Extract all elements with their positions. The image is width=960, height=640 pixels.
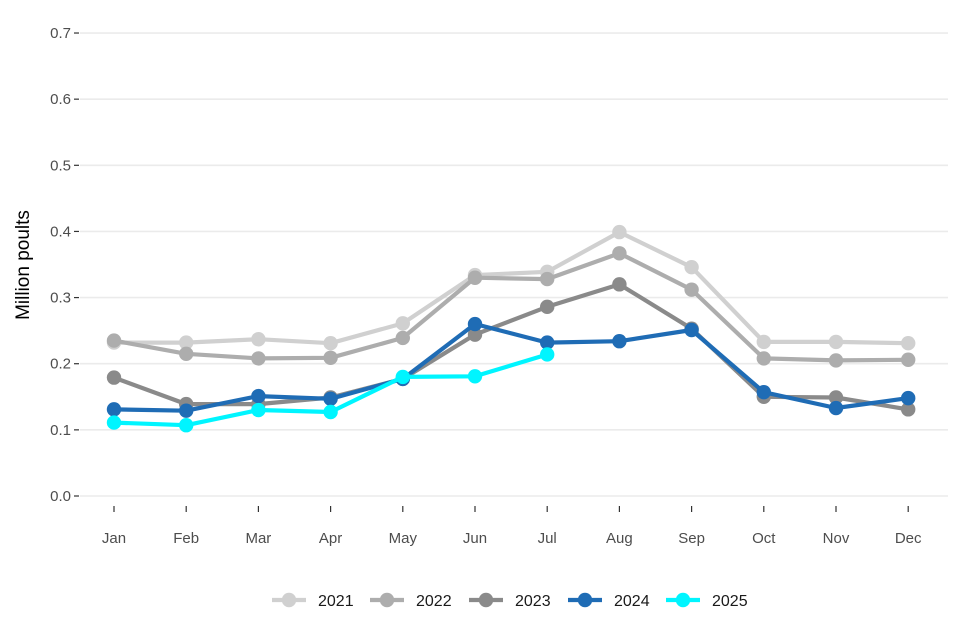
data-point-2022-Oct <box>756 351 771 366</box>
data-point-2025-Jun <box>467 369 483 384</box>
data-point-2022-Mar <box>251 351 266 366</box>
x-tick-label: Apr <box>319 530 342 547</box>
legend-label: 2024 <box>614 593 650 610</box>
legend-item-2022: 2022 <box>370 592 452 610</box>
x-tick-label: Jan <box>102 530 126 547</box>
data-point-2021-Sep <box>684 259 699 275</box>
data-point-2022-Dec <box>901 352 916 367</box>
data-point-2021-Feb <box>179 335 194 350</box>
data-point-2022-Jun <box>467 270 483 285</box>
legend-key-point <box>675 592 691 608</box>
y-axis-title: Million poults <box>13 210 34 320</box>
data-point-2023-Dec <box>901 402 916 417</box>
data-point-2024-Jun <box>467 316 483 332</box>
legend-label: 2022 <box>416 593 452 610</box>
x-tick-label: Aug <box>606 530 633 547</box>
data-point-2022-Nov <box>828 353 844 368</box>
x-tick-label: May <box>389 530 418 547</box>
series-2024 <box>106 316 916 418</box>
x-tick-label: Jun <box>463 530 487 547</box>
data-point-2024-Mar <box>251 388 266 404</box>
data-point-2022-Aug <box>612 246 627 261</box>
series-line-2021 <box>114 230 909 346</box>
x-tick-label: Dec <box>895 530 922 547</box>
legend: 2021 2022 2023 2024 2025 <box>272 592 748 610</box>
data-point-2021-Aug <box>612 224 627 240</box>
x-axis: Jan Feb Mar Apr May Jun Jul Aug Sep Oct Nov Dec <box>102 506 922 547</box>
data-point-2021-Mar <box>251 332 266 347</box>
data-point-2024-Oct <box>756 384 771 400</box>
legend-key-point <box>379 592 395 608</box>
x-tick-label: Oct <box>752 530 776 547</box>
data-point-2021-Oct <box>756 334 771 350</box>
x-tick-label: Feb <box>173 530 199 547</box>
y-tick-label: 0.1 <box>50 422 71 439</box>
x-tick-label: Jul <box>538 530 557 547</box>
data-point-2023-Aug <box>612 277 627 292</box>
data-point-2024-Sep <box>684 322 699 338</box>
series-2025 <box>106 347 555 433</box>
data-point-2023-Nov <box>828 390 844 405</box>
x-tick-label: Mar <box>245 530 271 547</box>
legend-item-2023: 2023 <box>469 592 551 610</box>
series-line-2023 <box>113 282 909 412</box>
gridlines <box>80 32 948 497</box>
y-tick-label: 0.2 <box>50 356 71 373</box>
data-point-2024-Dec <box>901 390 916 406</box>
legend-key-point <box>577 592 593 608</box>
y-axis: 0.0 0.1 0.2 0.3 0.4 0.5 0.6 0.7 <box>50 25 79 505</box>
data-point-2021-May <box>395 316 410 331</box>
y-tick-label: 0.6 <box>50 91 71 108</box>
data-point-2021-Apr <box>323 336 338 351</box>
data-point-2025-Jan <box>106 415 122 430</box>
data-point-2022-Sep <box>684 282 699 297</box>
y-tick-label: 0.5 <box>50 157 71 174</box>
legend-key-point <box>478 592 494 608</box>
data-point-2024-Jul <box>540 335 555 350</box>
y-tick-label: 0.7 <box>50 25 71 42</box>
series-2022 <box>106 246 916 368</box>
y-tick-label: 0.3 <box>50 290 71 307</box>
data-point-2024-Feb <box>179 403 194 418</box>
data-point-2025-Jul <box>540 347 555 362</box>
x-tick-label: Sep <box>678 530 705 547</box>
data-point-2024-Jan <box>106 402 122 417</box>
series-layer <box>106 224 916 433</box>
data-point-2021-Nov <box>828 334 844 350</box>
legend-item-2021: 2021 <box>272 592 354 610</box>
data-point-2023-Jan <box>106 370 122 385</box>
data-point-2022-May <box>395 330 410 346</box>
series-line-2022 <box>113 251 909 363</box>
legend-label: 2021 <box>318 593 354 610</box>
data-point-2023-Jul <box>540 299 555 315</box>
data-point-2025-Apr <box>323 404 338 420</box>
y-tick-label: 0.0 <box>50 488 71 505</box>
data-point-2024-Nov <box>828 400 844 416</box>
legend-label: 2025 <box>712 593 748 610</box>
data-point-2022-Feb <box>179 346 194 361</box>
data-point-2021-Dec <box>901 336 916 351</box>
data-point-2025-Feb <box>179 418 194 433</box>
data-point-2024-Apr <box>323 391 338 406</box>
data-point-2025-May <box>395 369 410 385</box>
legend-label: 2023 <box>515 593 551 610</box>
legend-item-2025: 2025 <box>666 592 748 610</box>
data-point-2022-Jul <box>540 271 555 287</box>
x-tick-label: Nov <box>823 530 850 547</box>
legend-item-2024: 2024 <box>568 592 650 610</box>
y-tick-label: 0.4 <box>50 223 71 240</box>
data-point-2025-Mar <box>251 402 266 418</box>
data-point-2024-Aug <box>612 334 627 349</box>
data-point-2022-Jan <box>106 333 122 348</box>
data-point-2022-Apr <box>323 350 338 365</box>
data-point-2023-Jun <box>467 327 483 342</box>
legend-key-point <box>281 592 297 608</box>
series-line-2024 <box>113 321 909 413</box>
